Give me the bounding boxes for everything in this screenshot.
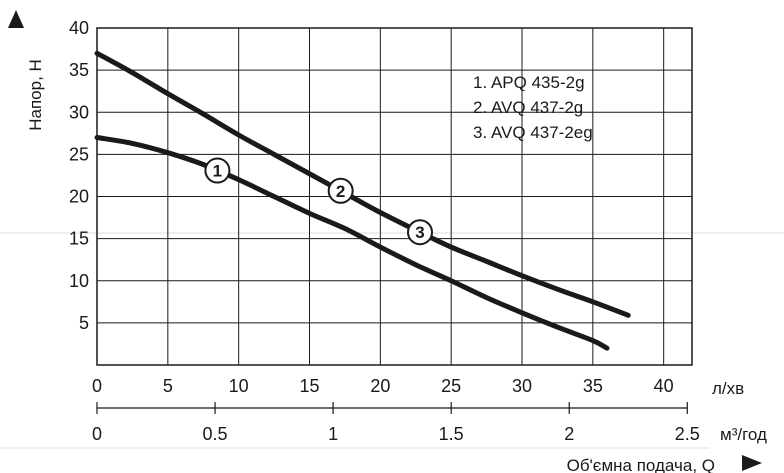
y-tick-label: 15	[69, 229, 89, 249]
x-unit-secondary: м³/год	[720, 425, 767, 444]
secondary-x-tick-label: 0.5	[203, 424, 228, 444]
x-axis-arrow-icon	[742, 455, 762, 471]
x-tick-label: 5	[163, 376, 173, 396]
y-tick-label: 5	[79, 313, 89, 333]
x-tick-label: 10	[229, 376, 249, 396]
x-axis-ticks: 0 5 10 15 20 25 30 35 40	[92, 376, 674, 396]
curve-marker-circle	[204, 157, 231, 184]
secondary-x-axis: 0 0.5 1 1.5 2 2.5	[92, 402, 700, 444]
x-tick-label: 30	[512, 376, 532, 396]
y-axis-arrow-icon	[8, 10, 24, 28]
curves	[94, 50, 631, 351]
x-unit-primary: л/хв	[712, 379, 744, 398]
curve-marker-label: 1	[213, 162, 222, 181]
secondary-x-tick-label: 1	[328, 424, 338, 444]
y-tick-label: 30	[69, 102, 89, 122]
curve-marker-circle	[407, 219, 433, 246]
y-tick-label: 25	[69, 144, 89, 164]
x-tick-label: 25	[441, 376, 461, 396]
grid	[97, 27, 692, 365]
x-tick-label: 40	[654, 376, 674, 396]
legend-entry: 2. AVQ 437-2g	[473, 98, 583, 117]
x-axis-label: Об'ємна подача, Q	[567, 456, 715, 473]
curve-marker-label: 3	[415, 223, 424, 242]
y-tick-label: 20	[69, 187, 89, 207]
series-line	[94, 135, 610, 351]
y-tick-label: 35	[69, 60, 89, 80]
secondary-x-tick-label: 2	[564, 424, 574, 444]
curve-marker-circle	[327, 177, 354, 204]
x-tick-label: 35	[583, 376, 603, 396]
legend-entry: 3. AVQ 437-2eg	[473, 123, 593, 142]
secondary-x-tick-label: 1.5	[439, 424, 464, 444]
legend-entry: 1. APQ 435-2g	[473, 73, 585, 92]
plot-frame	[96, 27, 693, 366]
legend: 1. APQ 435-2g 2. AVQ 437-2g 3. AVQ 437-2…	[473, 73, 593, 142]
secondary-x-tick-label: 2.5	[675, 424, 700, 444]
x-tick-label: 15	[299, 376, 319, 396]
series-line	[94, 50, 631, 318]
curve-markers: 1 2 3	[204, 157, 433, 246]
x-tick-label: 20	[370, 376, 390, 396]
curve-marker-label: 2	[336, 182, 345, 201]
y-tick-label: 10	[69, 271, 89, 291]
y-axis-label: Напор, Н	[26, 59, 45, 131]
x-tick-label: 0	[92, 376, 102, 396]
y-axis-ticks: 5 10 15 20 25 30 35 40	[69, 18, 89, 333]
y-tick-label: 40	[69, 18, 89, 38]
secondary-x-tick-label: 0	[92, 424, 102, 444]
